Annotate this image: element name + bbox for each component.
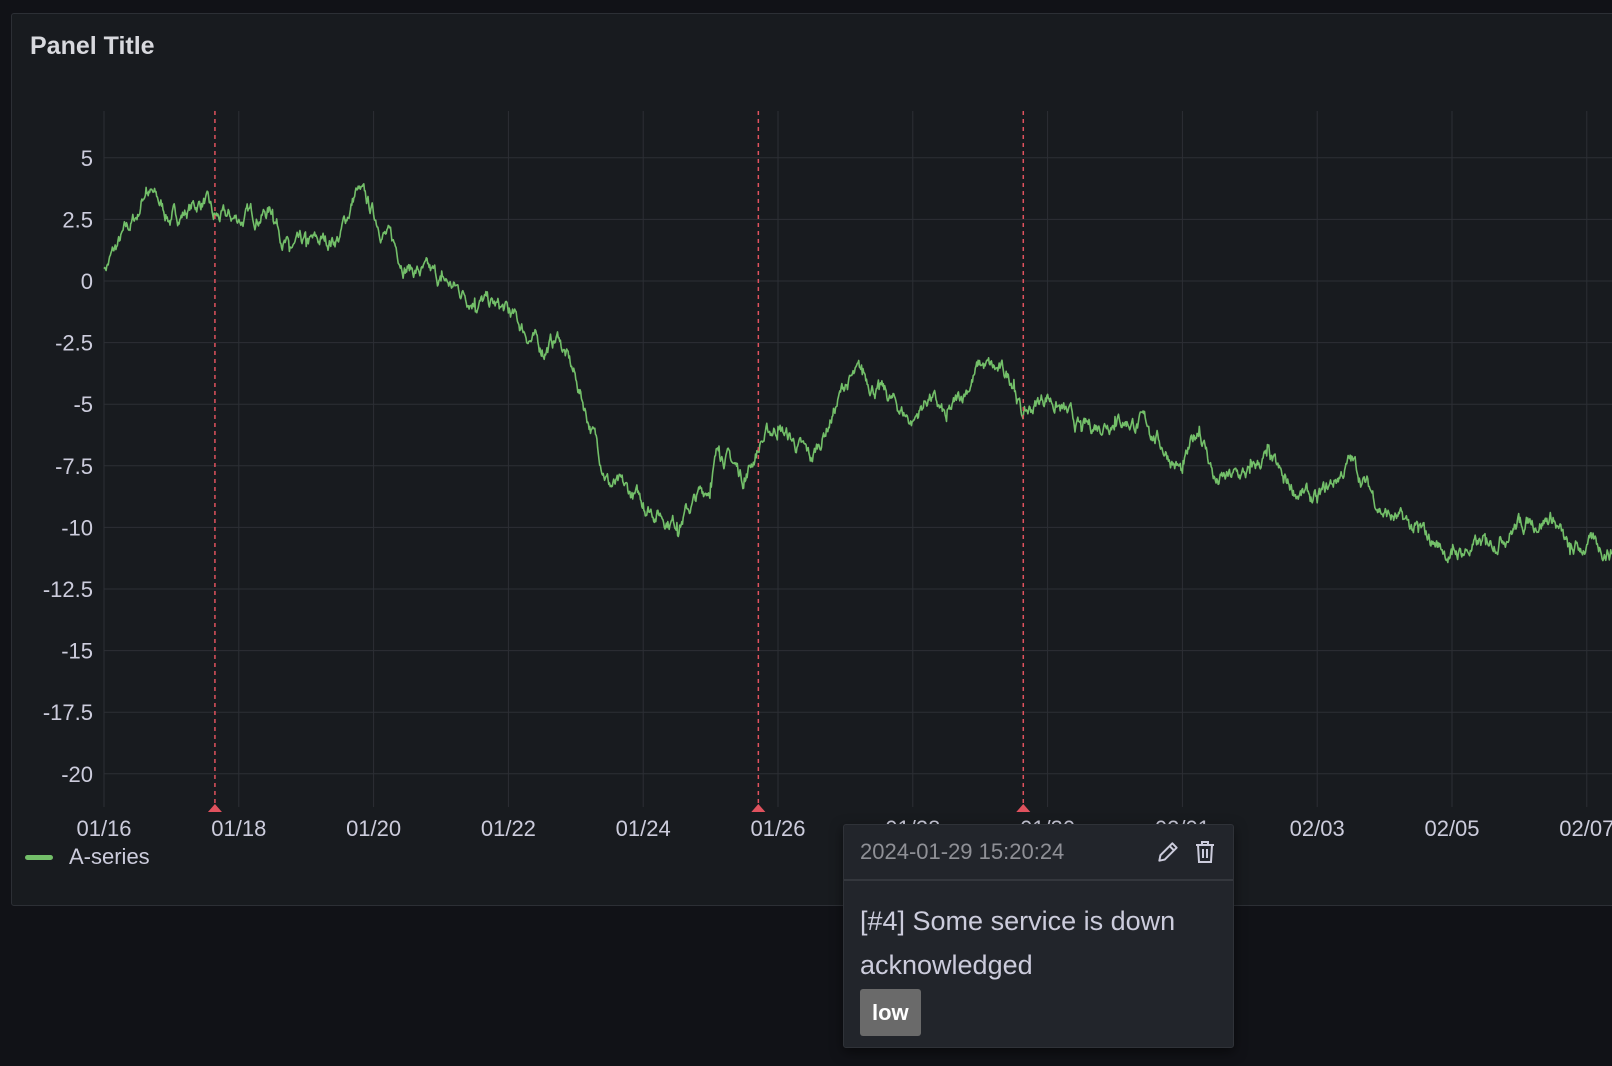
x-tick-label: 01/16 xyxy=(76,816,131,841)
x-tick-label: 02/07 xyxy=(1559,816,1612,841)
y-tick-label: 5 xyxy=(81,146,93,171)
legend-color-swatch xyxy=(25,854,53,860)
y-tick-label: -12.5 xyxy=(43,577,93,602)
x-tick-label: 01/20 xyxy=(346,816,401,841)
y-tick-label: -7.5 xyxy=(55,454,93,479)
x-tick-label: 02/03 xyxy=(1290,816,1345,841)
y-tick-label: -2.5 xyxy=(55,331,93,356)
annotation-marker[interactable] xyxy=(207,804,222,812)
annotation-tag-badge[interactable]: low xyxy=(860,989,921,1036)
panel-title[interactable]: Panel Title xyxy=(30,32,155,60)
trash-icon[interactable] xyxy=(1193,839,1217,865)
pencil-icon[interactable] xyxy=(1155,839,1181,865)
tooltip-body: [#4] Some service is down acknowledged l… xyxy=(844,881,1233,1036)
tooltip-header: 2024-01-29 15:20:24 xyxy=(844,825,1233,881)
legend-item-a-series[interactable]: A-series xyxy=(69,844,150,869)
annotation-text: [#4] Some service is down acknowledged xyxy=(860,906,1176,980)
y-tick-label: -10 xyxy=(61,515,93,540)
y-tick-label: -20 xyxy=(61,762,93,787)
x-tick-label: 01/18 xyxy=(211,816,266,841)
x-tick-label: 01/26 xyxy=(750,816,805,841)
y-tick-label: -17.5 xyxy=(43,700,93,725)
annotation-time: 2024-01-29 15:20:24 xyxy=(860,839,1065,864)
annotation-tooltip: 2024-01-29 15:20:24 [#4] Some service is… xyxy=(843,824,1234,1048)
series-line-a-series xyxy=(103,183,1612,564)
annotation-marker[interactable] xyxy=(751,804,766,812)
x-tick-label: 01/24 xyxy=(616,816,671,841)
y-tick-label: 0 xyxy=(81,269,93,294)
y-tick-label: -5 xyxy=(73,392,93,417)
y-tick-label: -15 xyxy=(61,639,93,664)
annotation-marker[interactable] xyxy=(1016,804,1031,812)
legend: A-series xyxy=(25,844,150,870)
x-tick-label: 02/05 xyxy=(1424,816,1479,841)
x-tick-label: 01/22 xyxy=(481,816,536,841)
y-tick-label: 2.5 xyxy=(62,207,93,232)
